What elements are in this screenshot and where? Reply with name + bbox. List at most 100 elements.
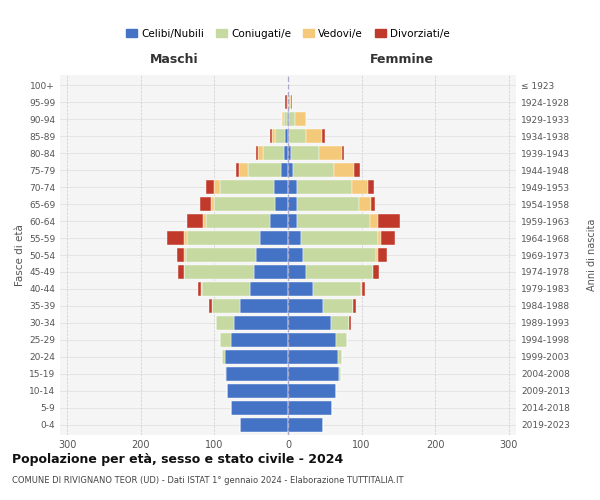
Bar (214, 197, 275, 212)
Bar (248, 163, 281, 178)
Bar (274, 180, 288, 194)
Bar (209, 298, 212, 313)
Bar (225, 366, 226, 381)
Bar (178, 265, 184, 279)
Bar (236, 163, 239, 178)
Text: Popolazione per età, sesso e stato civile - 2024: Popolazione per età, sesso e stato civil… (12, 452, 343, 466)
Bar (206, 180, 214, 194)
Bar (211, 197, 214, 212)
Bar (349, 316, 350, 330)
Bar (288, 418, 323, 432)
Bar (288, 163, 293, 178)
Bar (288, 265, 307, 279)
Bar (187, 214, 203, 228)
Bar (303, 248, 376, 262)
Text: Maschi: Maschi (149, 52, 199, 66)
Bar (378, 231, 382, 245)
Bar (368, 180, 374, 194)
Bar (284, 112, 287, 126)
Bar (288, 180, 297, 194)
Bar (226, 366, 288, 381)
Bar (291, 95, 292, 110)
Bar (322, 129, 325, 144)
Bar (235, 316, 288, 330)
Bar (382, 231, 395, 245)
Bar (362, 282, 365, 296)
Bar (288, 298, 323, 313)
Bar (313, 282, 361, 296)
Bar (297, 180, 352, 194)
Bar (258, 146, 263, 160)
Bar (167, 231, 184, 245)
Bar (288, 95, 289, 110)
Bar (287, 112, 288, 126)
Bar (371, 197, 375, 212)
Bar (214, 180, 220, 194)
Bar (378, 214, 400, 228)
Bar (288, 316, 331, 330)
Bar (288, 248, 303, 262)
Bar (305, 129, 322, 144)
Bar (288, 384, 336, 398)
Bar (232, 400, 288, 415)
Bar (354, 163, 360, 178)
Bar (187, 231, 260, 245)
Text: COMUNE DI RIVIGNANO TEOR (UD) - Dati ISTAT 1° gennaio 2024 - Elaborazione TUTTIT: COMUNE DI RIVIGNANO TEOR (UD) - Dati IST… (12, 476, 404, 485)
Bar (297, 214, 370, 228)
Bar (376, 248, 378, 262)
Bar (201, 282, 202, 296)
Bar (288, 112, 289, 126)
Bar (291, 146, 319, 160)
Bar (200, 197, 211, 212)
Bar (275, 197, 288, 212)
Bar (334, 163, 354, 178)
Bar (227, 384, 288, 398)
Bar (361, 282, 362, 296)
Bar (293, 163, 334, 178)
Bar (359, 197, 371, 212)
Y-axis label: Fasce di età: Fasce di età (15, 224, 25, 286)
Bar (343, 146, 344, 160)
Bar (378, 248, 386, 262)
Bar (373, 265, 379, 279)
Bar (184, 248, 186, 262)
Bar (177, 248, 184, 262)
Bar (240, 418, 288, 432)
Bar (288, 214, 297, 228)
Bar (184, 231, 187, 245)
Bar (256, 146, 258, 160)
Bar (288, 231, 301, 245)
Bar (288, 350, 338, 364)
Bar (197, 282, 201, 296)
Text: Femmine: Femmine (370, 52, 434, 66)
Bar (206, 214, 271, 228)
Legend: Celibi/Nubili, Coniugati/e, Vedovi/e, Divorziati/e: Celibi/Nubili, Coniugati/e, Vedovi/e, Di… (122, 24, 454, 42)
Bar (287, 95, 288, 110)
Bar (226, 350, 288, 364)
Bar (288, 197, 297, 212)
Bar (263, 146, 284, 160)
Bar (331, 316, 349, 330)
Bar (288, 146, 291, 160)
Bar (202, 282, 250, 296)
Bar (285, 95, 287, 110)
Bar (288, 366, 340, 381)
Bar (186, 248, 256, 262)
Bar (353, 298, 356, 313)
Bar (340, 366, 341, 381)
Bar (203, 214, 206, 228)
Bar (319, 146, 343, 160)
Bar (275, 129, 285, 144)
Bar (271, 214, 288, 228)
Bar (220, 180, 274, 194)
Bar (272, 129, 275, 144)
Bar (282, 112, 284, 126)
Bar (301, 231, 378, 245)
Bar (239, 163, 248, 178)
Bar (288, 400, 332, 415)
Bar (289, 129, 305, 144)
Bar (289, 112, 295, 126)
Bar (288, 129, 289, 144)
Bar (220, 332, 230, 347)
Bar (254, 265, 288, 279)
